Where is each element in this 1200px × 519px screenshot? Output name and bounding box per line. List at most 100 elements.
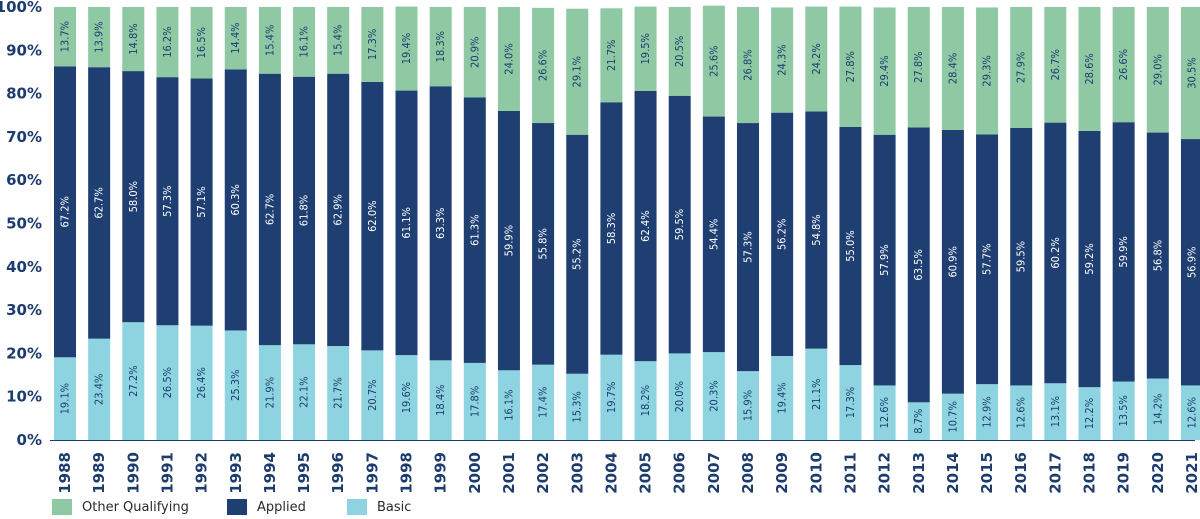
bar-segment-applied — [190, 78, 213, 326]
bar-segment-basic — [839, 365, 862, 440]
data-label-applied: 59.9% — [1117, 236, 1130, 267]
bar-segment-basic — [156, 325, 179, 440]
y-tick-label: 10% — [6, 388, 42, 406]
x-tick-label: 2014 — [944, 452, 962, 494]
data-label-other-qualifying: 13.9% — [93, 21, 106, 52]
bar-segment-other-qualifying — [668, 7, 691, 96]
bar-segment-basic — [327, 346, 350, 440]
bar-segment-basic — [771, 355, 794, 440]
legend-swatch-other-qualifying — [52, 499, 72, 515]
x-tick-label: 2005 — [637, 452, 655, 494]
x-tick-label: 2013 — [910, 452, 928, 494]
data-label-basic: 18.2% — [639, 385, 652, 416]
bar-segment-applied — [907, 127, 930, 403]
legend-item-basic: Basic — [347, 497, 411, 517]
bar-segment-basic — [976, 384, 999, 440]
y-tick-label: 50% — [6, 215, 42, 233]
bar-segment-applied — [1180, 139, 1200, 386]
y-tick-label: 40% — [6, 258, 42, 276]
bar-segment-other-qualifying — [805, 6, 828, 112]
data-label-applied: 62.4% — [639, 210, 652, 241]
x-tick-label: 1992 — [193, 452, 211, 494]
bar-segment-other-qualifying — [156, 7, 179, 78]
data-label-basic: 17.8% — [468, 386, 481, 417]
bar-segment-applied — [941, 129, 964, 394]
bar-segment-other-qualifying — [88, 7, 111, 68]
bar-segment-basic — [497, 370, 520, 440]
bar-segment-basic — [1010, 385, 1033, 440]
data-label-basic: 19.7% — [605, 382, 618, 413]
data-label-basic: 15.9% — [742, 390, 755, 421]
data-label-applied: 58.0% — [127, 181, 140, 212]
x-tick-label: 1991 — [158, 452, 176, 494]
data-label-other-qualifying: 14.8% — [127, 23, 140, 54]
x-tick-label: 1990 — [124, 452, 142, 494]
bar-segment-basic — [258, 345, 281, 440]
x-tick-label: 2000 — [466, 452, 484, 494]
bar-segment-applied — [839, 126, 862, 366]
bar-segment-basic — [600, 354, 623, 440]
data-label-other-qualifying: 28.6% — [1083, 53, 1096, 84]
data-label-applied: 57.3% — [742, 231, 755, 262]
data-label-other-qualifying: 15.4% — [263, 25, 276, 56]
data-label-other-qualifying: 29.1% — [571, 56, 584, 87]
data-label-basic: 12.6% — [1185, 397, 1198, 428]
bar-segment-basic — [1078, 387, 1101, 440]
bar-segment-basic — [361, 350, 384, 440]
x-tick-label: 1997 — [363, 452, 381, 494]
data-label-basic: 21.1% — [810, 379, 823, 410]
bar-segment-other-qualifying — [1180, 7, 1200, 140]
data-label-applied: 67.2% — [59, 196, 72, 227]
data-label-basic: 20.3% — [707, 380, 720, 411]
data-label-other-qualifying: 27.9% — [1015, 52, 1028, 83]
bar-segment-applied — [1044, 122, 1067, 384]
bar-segment-other-qualifying — [429, 7, 452, 87]
data-label-basic: 22.1% — [298, 376, 311, 407]
bar-segment-other-qualifying — [702, 5, 725, 117]
x-tick-label: 2015 — [978, 452, 996, 494]
data-label-other-qualifying: 19.5% — [639, 33, 652, 64]
bar-segment-basic — [293, 344, 316, 440]
bar-segment-other-qualifying — [190, 7, 213, 79]
data-label-basic: 21.7% — [332, 377, 345, 408]
bar-segment-other-qualifying — [600, 8, 623, 103]
x-tick-label: 1993 — [227, 452, 245, 494]
bar-segment-applied — [771, 112, 794, 356]
data-label-applied: 55.2% — [571, 239, 584, 270]
data-label-applied: 57.3% — [161, 185, 174, 216]
data-label-other-qualifying: 27.8% — [844, 51, 857, 82]
bar-segment-other-qualifying — [497, 7, 520, 111]
bar-segment-applied — [258, 73, 281, 346]
bar-segment-applied — [54, 66, 76, 358]
data-label-other-qualifying: 26.8% — [742, 49, 755, 80]
bar-segment-basic — [463, 362, 486, 440]
data-label-other-qualifying: 25.6% — [707, 45, 720, 76]
bar-segment-other-qualifying — [395, 6, 418, 91]
legend-label-other-qualifying: Other Qualifying — [82, 499, 189, 515]
bar-segment-applied — [566, 134, 589, 374]
x-tick-label: 2006 — [671, 452, 689, 494]
data-label-applied: 56.8% — [1151, 240, 1164, 271]
bar-segment-basic — [88, 338, 111, 440]
stacked-bar-chart: 0% 10% 20% 30% 40% 50% 60% 70% 80% 90% 100% 19.1% 67… — [0, 0, 1200, 494]
bar-segment-basic — [1146, 378, 1169, 440]
data-label-basic: 26.4% — [195, 367, 208, 398]
x-tick-label: 1995 — [295, 452, 313, 494]
data-label-applied: 62.7% — [263, 194, 276, 225]
data-label-other-qualifying: 14.4% — [229, 22, 242, 53]
bar-segment-applied — [532, 123, 555, 365]
bar-segment-other-qualifying — [941, 7, 964, 130]
data-label-basic: 13.1% — [1049, 396, 1062, 427]
data-label-applied: 63.3% — [434, 208, 447, 239]
data-label-applied: 55.8% — [537, 228, 550, 259]
bar-segment-applied — [976, 134, 999, 385]
legend: Other Qualifying Applied Basic — [0, 497, 1200, 519]
y-tick-label: 100% — [0, 0, 42, 16]
data-label-applied: 58.3% — [605, 213, 618, 244]
data-label-basic: 13.5% — [1117, 395, 1130, 426]
x-tick-label: 1989 — [90, 452, 108, 494]
data-label-basic: 26.5% — [161, 367, 174, 398]
data-label-applied: 59.2% — [1083, 243, 1096, 274]
x-tick-label: 2004 — [602, 452, 620, 494]
bar-segment-applied — [327, 73, 350, 347]
